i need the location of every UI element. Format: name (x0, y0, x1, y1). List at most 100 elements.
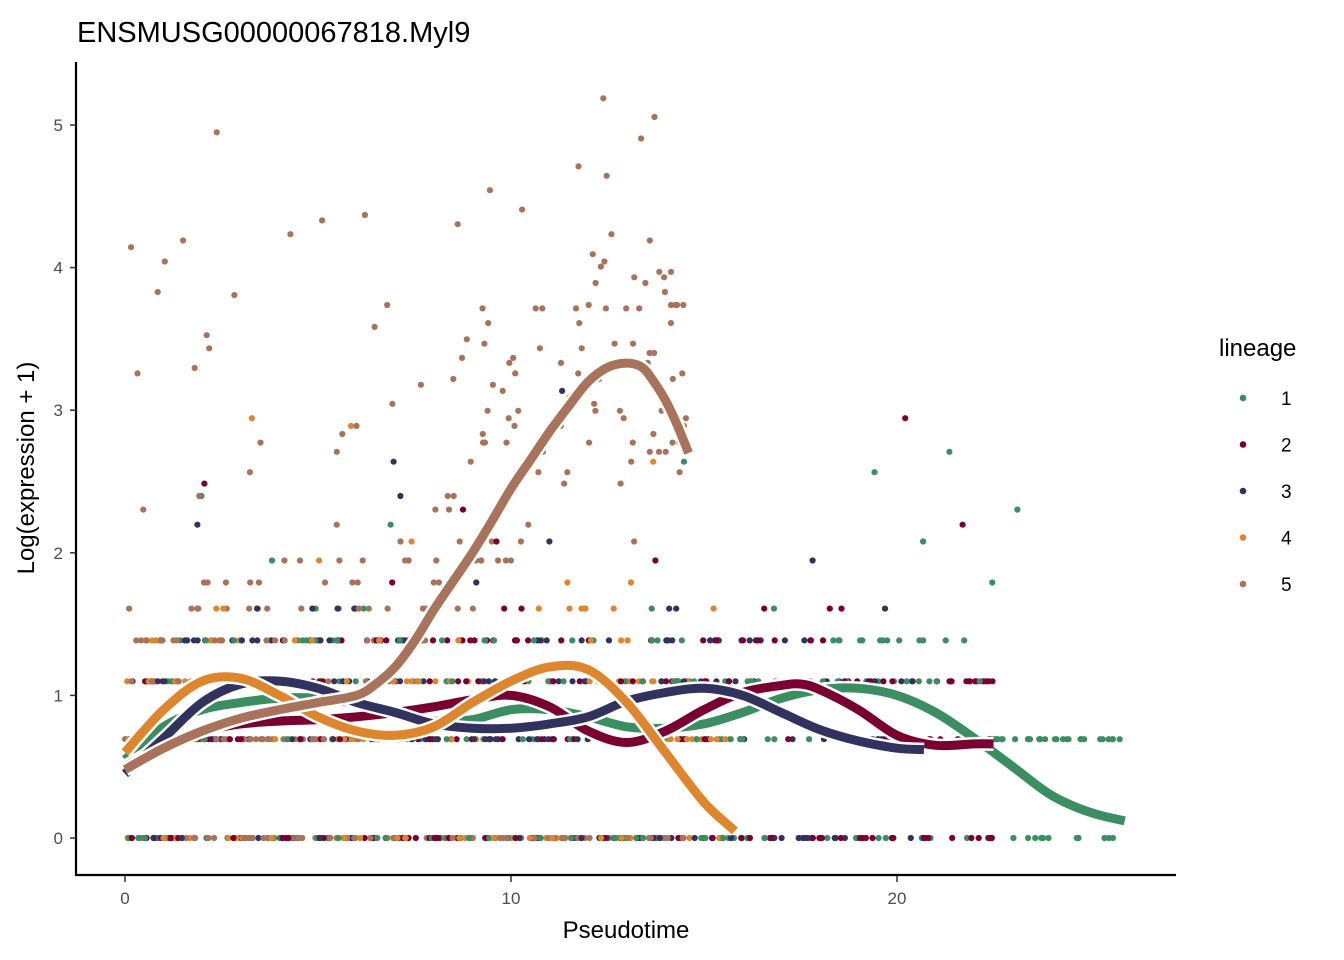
legend-key-lineage-2 (1239, 441, 1247, 448)
point-lineage-3 (190, 637, 197, 644)
point-lineage-2 (826, 605, 833, 612)
point-lineage-5 (631, 538, 638, 545)
point-lineage-1 (727, 736, 734, 743)
point-lineage-1 (884, 637, 891, 644)
point-lineage-1 (465, 834, 472, 842)
point-lineage-3 (665, 637, 672, 644)
point-lineage-2 (431, 834, 438, 842)
point-lineage-1 (1032, 834, 1039, 842)
point-lineage-1 (764, 736, 771, 743)
point-lineage-3 (329, 736, 337, 743)
point-lineage-1 (482, 637, 489, 644)
point-lineage-3 (543, 637, 550, 644)
point-lineage-4 (448, 736, 455, 743)
point-lineage-2 (771, 637, 778, 644)
point-lineage-5 (578, 345, 585, 352)
point-lineage-5 (133, 637, 140, 644)
point-lineage-5 (559, 834, 566, 842)
point-lineage-5 (561, 480, 568, 487)
point-lineage-3 (555, 678, 562, 685)
point-lineage-1 (299, 637, 306, 644)
point-lineage-3 (728, 834, 735, 842)
x-ticks: 0 10 20 (120, 876, 906, 908)
point-lineage-5 (636, 305, 643, 312)
point-lineage-2 (902, 415, 909, 422)
point-lineage-1 (396, 637, 403, 644)
point-lineage-3 (316, 834, 323, 842)
point-lineage-5 (327, 834, 334, 842)
point-lineage-3 (569, 678, 576, 685)
point-lineage-2 (652, 557, 659, 564)
point-lineage-2 (617, 678, 625, 685)
point-lineage-1 (933, 678, 940, 685)
point-lineage-2 (501, 605, 508, 612)
point-lineage-2 (709, 834, 716, 842)
point-lineage-1 (675, 678, 682, 685)
point-lineage-3 (396, 678, 404, 685)
point-lineage-5 (597, 263, 605, 270)
point-lineage-4 (549, 834, 556, 842)
point-lineage-1 (231, 637, 238, 644)
point-lineage-2 (890, 834, 897, 842)
point-lineage-4 (582, 605, 589, 612)
point-lineage-3 (254, 605, 261, 612)
point-lineage-4 (618, 834, 625, 842)
point-lineage-4 (650, 458, 657, 465)
point-lineage-5 (246, 605, 253, 612)
point-lineage-5 (220, 736, 227, 743)
y-tick-label: 1 (54, 686, 63, 705)
point-lineage-5 (430, 579, 437, 586)
point-lineage-4 (213, 605, 220, 612)
point-lineage-5 (655, 448, 663, 455)
point-lineage-5 (390, 834, 397, 842)
legend-label-lineage-5: 5 (1281, 575, 1292, 596)
point-lineage-5 (180, 237, 187, 244)
point-lineage-5 (287, 231, 294, 238)
point-lineage-5 (353, 422, 360, 429)
point-lineage-4 (394, 834, 401, 842)
point-lineage-3 (485, 678, 492, 685)
point-lineage-2 (550, 678, 557, 685)
point-lineage-3 (161, 678, 168, 685)
point-lineage-5 (219, 637, 226, 644)
point-lineage-5 (480, 439, 487, 446)
point-lineage-5 (629, 439, 636, 446)
point-lineage-2 (336, 736, 343, 743)
point-lineage-1 (824, 834, 831, 842)
point-lineage-5 (646, 237, 653, 244)
point-lineage-4 (124, 678, 131, 685)
point-lineage-5 (624, 834, 631, 842)
point-lineage-1 (568, 834, 575, 842)
point-lineage-1 (871, 469, 878, 476)
curve-lineage-2 (122, 679, 994, 771)
point-lineage-1 (976, 678, 983, 685)
point-lineage-3 (804, 834, 812, 842)
point-lineage-5 (134, 370, 141, 377)
point-lineage-1 (360, 605, 367, 612)
point-lineage-3 (809, 557, 816, 564)
point-lineage-5 (586, 834, 593, 842)
point-lineage-2 (518, 605, 525, 612)
point-lineage-3 (656, 834, 663, 842)
point-lineage-1 (989, 579, 996, 586)
point-lineage-2 (361, 834, 368, 842)
point-lineage-2 (226, 736, 233, 743)
point-lineage-5 (149, 678, 156, 685)
point-lineage-1 (1012, 736, 1019, 743)
point-lineage-3 (249, 637, 256, 644)
point-lineage-1 (654, 637, 661, 644)
point-lineage-2 (459, 506, 467, 513)
point-lineage-1 (387, 521, 394, 528)
point-lineage-1 (879, 637, 887, 644)
point-lineage-2 (538, 736, 545, 743)
point-lineage-5 (469, 605, 476, 612)
point-lineage-5 (517, 538, 525, 545)
point-lineage-2 (838, 605, 845, 612)
point-lineage-4 (456, 834, 463, 842)
point-lineage-5 (281, 637, 288, 644)
point-lineage-5 (631, 274, 638, 281)
point-lineage-1 (335, 834, 342, 842)
point-lineage-3 (288, 736, 296, 743)
point-lineage-5 (247, 736, 254, 743)
legend-label-lineage-2: 2 (1281, 436, 1292, 457)
